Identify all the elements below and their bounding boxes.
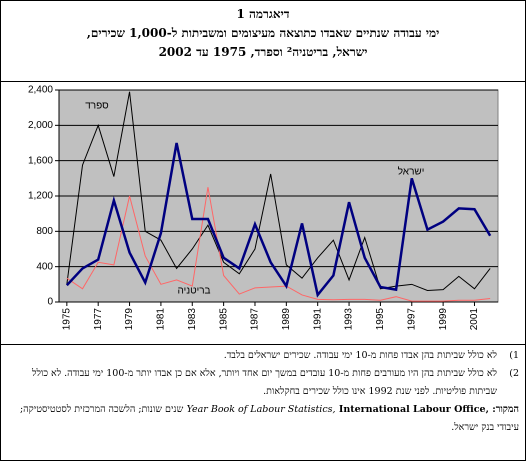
x-tick-label: 1985 [218,308,229,331]
chart: 0 400 800 1,200 1,600 2,000 2,400 1975 1977 1979 1… [28,85,499,331]
y-tick-label: 400 [36,261,53,272]
y-tick-label: 1,600 [28,155,53,166]
x-tick-label: 1981 [156,308,167,331]
source-label: המקור: [492,404,519,415]
x-tick-label: 1975 [61,308,72,331]
series-label: ספרד [85,101,109,112]
x-tick-label: 1991 [312,308,323,331]
chart-subtitle: ימי עבודה שנתיים שאבדו כתוצאה מעיצומים ו… [86,26,440,40]
series-line [65,142,492,298]
series-label: ישראל [398,166,425,178]
x-tick-label: 1987 [250,308,261,331]
y-tick-label: 2,400 [28,85,53,96]
x-tick-label: 1977 [93,308,104,331]
x-tick-label: 1995 [375,308,386,331]
series-label: בריטניה [177,286,210,297]
chart-title: דיאגרמה 1 [236,7,290,21]
x-tick-label: 2001 [469,308,480,331]
source-org: International Labour Office, [338,404,489,415]
x-tick-label: 1979 [124,308,135,331]
y-tick-label: 1,200 [28,191,53,202]
y-tick-label: 800 [36,226,53,237]
x-tick-label: 1989 [281,308,292,331]
y-tick-label: 2,000 [28,120,53,131]
x-tick-label: 1999 [438,308,449,331]
header: דיאגרמה 1 ימי עבודה שנתיים שאבדו כתוצאה … [1,5,525,62]
source: המקור: International Labour Office, Year… [7,401,519,437]
note-marker: 1) [509,350,519,361]
notes: 1) לא כולל שביתות בהן אבדו פחות מ-10 ימי … [7,347,519,437]
series-line [66,187,491,302]
x-tick-label: 1993 [344,308,355,331]
note-marker: 2) [509,368,519,379]
note-text: לא כולל שביתות בהן אבדו פחות מ-10 ימי עב… [223,350,497,361]
source-rest: שנים שונות; הלשכה המרכזית לסטטיסטיקה; עי… [19,404,519,433]
x-tick-label: 1983 [187,308,198,331]
chart-subtitle: ישראל, בריטניה² וספרד, 1975 עד 2002 [158,45,368,59]
note: 1) לא כולל שביתות בהן אבדו פחות מ-10 ימי … [7,347,519,365]
note-text: לא כולל שביתות בהן היו מעורבים פחות מ-10… [32,368,497,397]
chart-area: 0 400 800 1,200 1,600 2,000 2,400 1975 1977 1979 1… [1,81,525,345]
y-tick-label: 0 [47,297,53,308]
source-publication: Year Book of Labour Statistics, [186,404,336,415]
series-line [66,91,491,292]
note: 2) לא כולל שביתות בהן היו מעורבים פחות מ-… [7,365,519,401]
x-tick-label: 1997 [406,308,417,331]
